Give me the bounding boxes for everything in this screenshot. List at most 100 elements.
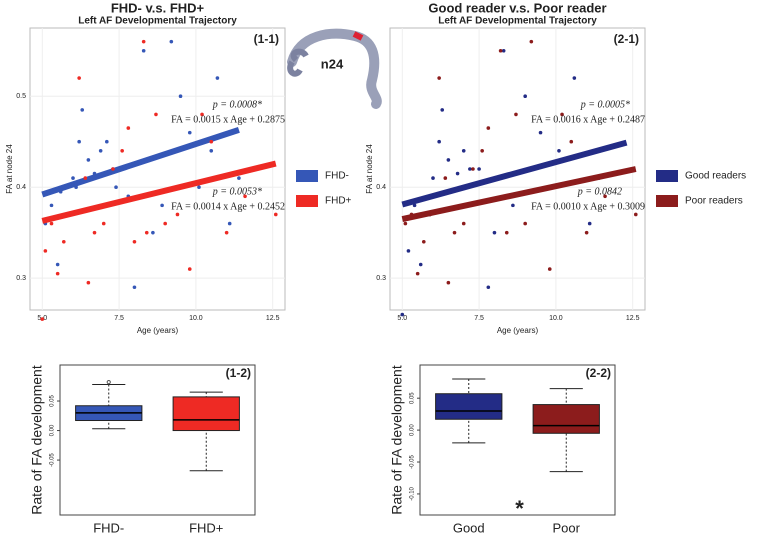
y-tick-label: 0.4 <box>16 184 26 191</box>
y-axis-label: Rate of FA development <box>389 365 405 515</box>
data-point <box>209 139 214 144</box>
x-tick-label: Good <box>453 520 485 535</box>
data-point <box>443 176 448 180</box>
data-point <box>415 271 420 276</box>
data-point <box>455 171 460 176</box>
data-point <box>587 221 592 226</box>
data-point <box>477 167 481 171</box>
data-point <box>71 176 75 180</box>
brain-node-label: n24 <box>321 56 344 71</box>
x-tick-label: FHD- <box>93 520 124 535</box>
annotation: p = 0.0842 <box>577 186 622 197</box>
data-point <box>111 167 115 171</box>
legend-swatch <box>656 170 678 182</box>
data-point <box>160 203 164 208</box>
chart-title: FHD- v.s. FHD+ <box>111 0 205 15</box>
legend-label: FHD- <box>325 171 349 182</box>
legend-swatch <box>296 195 318 207</box>
data-point <box>141 48 146 53</box>
data-point <box>175 212 180 217</box>
data-point <box>98 149 103 153</box>
data-point <box>169 39 174 44</box>
panel-label: (1-1) <box>254 32 279 46</box>
x-axis-label: Age (years) <box>137 326 179 335</box>
data-point <box>86 280 91 285</box>
panel-label: (2-1) <box>614 32 639 46</box>
data-point <box>243 194 247 199</box>
data-point <box>547 267 552 271</box>
y-axis-label: Rate of FA development <box>29 365 45 515</box>
data-point <box>514 112 518 117</box>
data-point <box>452 230 457 235</box>
brain-tract: n24 <box>287 28 382 109</box>
data-point <box>498 48 503 53</box>
annotation: FA = 0.0010 x Age + 0.3009 <box>531 201 645 212</box>
data-point <box>227 221 232 226</box>
legend-swatch <box>656 195 678 207</box>
plot-frame <box>389 27 646 311</box>
data-point <box>560 112 564 117</box>
data-point <box>603 194 607 199</box>
data-point <box>486 285 491 290</box>
x-tick-label: Poor <box>553 520 581 535</box>
y-tick-label: 0.4 <box>376 184 386 191</box>
data-point <box>151 230 155 235</box>
data-point <box>557 149 561 153</box>
data-point <box>77 76 81 80</box>
x-tick-label: 12.5 <box>266 315 280 322</box>
data-point <box>105 139 109 144</box>
data-point <box>101 221 106 226</box>
data-point <box>400 312 405 317</box>
annotation: p = 0.0005* <box>580 99 630 110</box>
data-point <box>538 130 543 135</box>
data-point <box>437 76 441 80</box>
data-point <box>471 167 475 171</box>
data-point <box>446 158 451 162</box>
data-point <box>421 239 426 244</box>
data-point <box>43 249 48 253</box>
plot-frame <box>59 364 256 516</box>
legend-label: Poor readers <box>685 196 743 207</box>
x-tick-label: FHD+ <box>189 520 223 535</box>
data-point <box>569 139 574 144</box>
annotation: p = 0.0053* <box>212 186 262 197</box>
y-tick-label: 0.00 <box>50 424 56 436</box>
data-point <box>418 262 423 267</box>
data-point <box>141 39 146 44</box>
data-point <box>55 262 60 267</box>
data-point <box>40 317 45 321</box>
data-point <box>80 108 85 112</box>
data-point <box>132 239 137 244</box>
data-point <box>49 221 54 226</box>
x-tick-label: 12.5 <box>626 315 640 322</box>
data-point <box>197 185 201 189</box>
data-point <box>504 230 509 235</box>
legend-label: FHD+ <box>325 196 352 207</box>
fit-line <box>41 127 240 198</box>
data-point <box>77 139 81 144</box>
data-point <box>114 185 118 189</box>
x-tick-label: 10.0 <box>549 315 563 322</box>
data-point <box>215 76 220 80</box>
fit-line <box>401 166 637 222</box>
data-point <box>86 158 91 162</box>
y-tick-label: 0.05 <box>410 392 416 404</box>
y-tick-label: -0.05 <box>410 455 416 469</box>
data-point <box>237 176 241 180</box>
data-point <box>523 221 527 226</box>
data-point <box>501 48 506 53</box>
panel-label: (1-2) <box>226 366 251 380</box>
data-point <box>461 149 466 153</box>
data-point <box>440 108 445 112</box>
data-point <box>55 271 60 276</box>
y-tick-label: -0.05 <box>50 453 56 467</box>
legend-swatch <box>296 170 318 182</box>
plot-frame <box>419 364 616 516</box>
data-point <box>187 267 192 271</box>
data-point <box>461 221 466 226</box>
x-tick-label: 10.0 <box>189 315 203 322</box>
data-point <box>224 230 229 235</box>
legend-label: Good readers <box>685 171 746 182</box>
box <box>532 404 600 434</box>
